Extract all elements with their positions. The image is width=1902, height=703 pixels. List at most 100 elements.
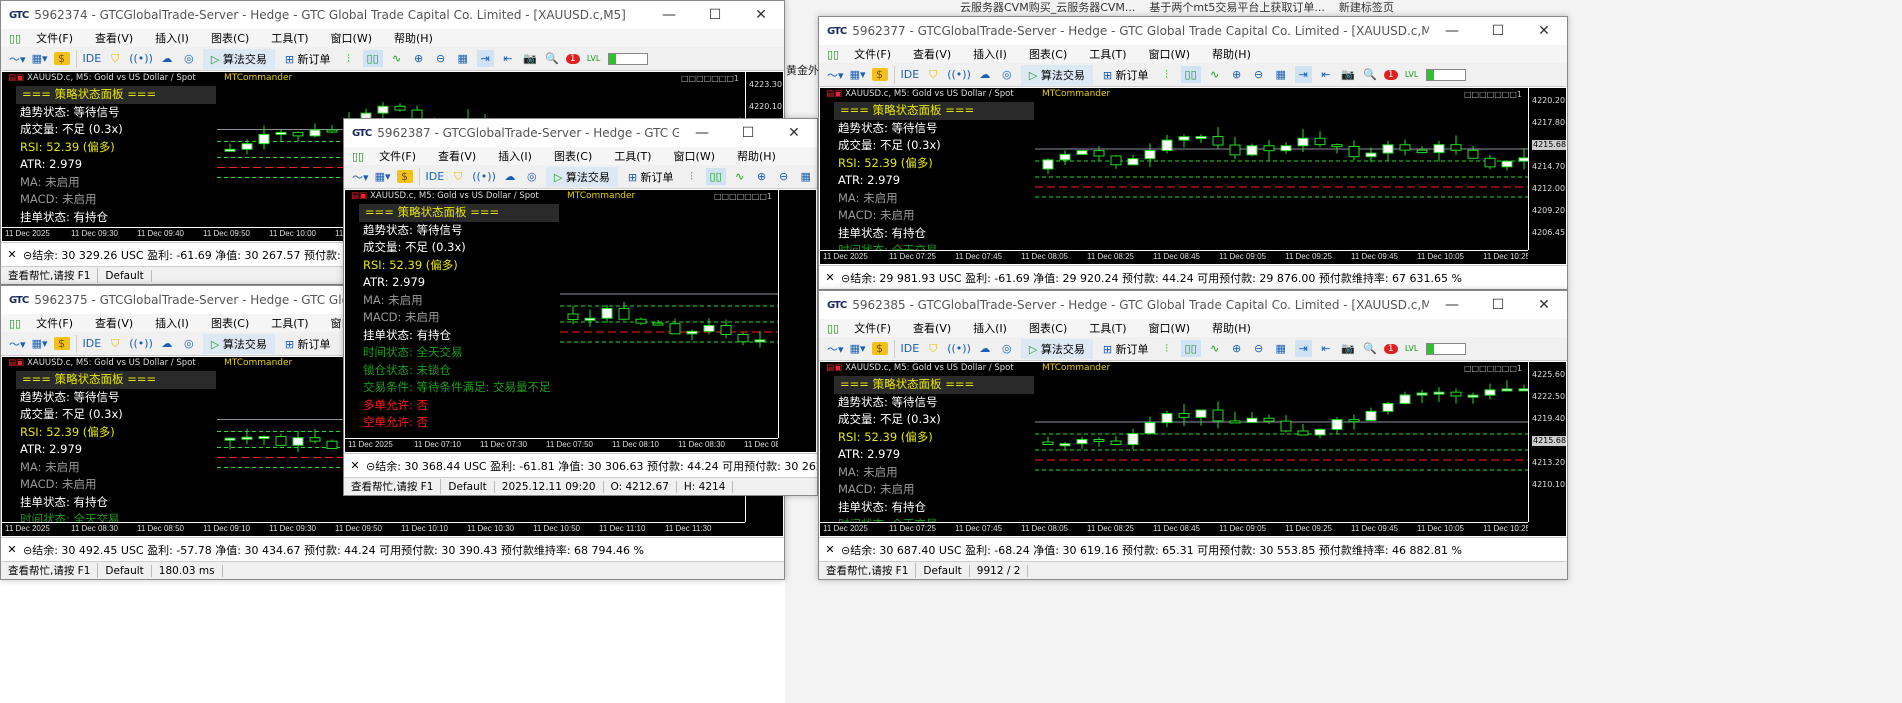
menu-item[interactable]: 查看(V) <box>913 322 952 335</box>
new-order-button[interactable]: ⊞ 新订单 <box>281 49 335 69</box>
minimize-button[interactable]: — <box>662 7 676 23</box>
signals-icon[interactable]: ((•)) <box>129 52 153 65</box>
menu-item[interactable]: 工具(T) <box>1089 48 1127 61</box>
close-button[interactable]: ✕ <box>788 125 800 141</box>
bar-chart-icon[interactable]: ⫶ <box>1165 67 1168 81</box>
menu-item[interactable]: 图表(C) <box>1028 322 1068 335</box>
menu-item[interactable]: 帮助(H) <box>737 150 776 163</box>
menu-item[interactable]: 查看(V) <box>95 317 134 330</box>
menu-item[interactable]: 窗口(W) <box>1148 322 1191 335</box>
ide-button[interactable]: IDE <box>900 68 920 81</box>
zoom-in-icon[interactable]: ⊕ <box>414 52 424 65</box>
vps-icon[interactable]: ◎ <box>1002 342 1012 355</box>
title-bar[interactable]: GTC 5962385 - GTCGlobalTrade-Server - He… <box>819 291 1567 319</box>
candlestick-icon[interactable]: ▯▯ <box>362 50 383 67</box>
algo-trading-button[interactable]: ▷ 算法交易 <box>202 48 275 69</box>
new-order-button[interactable]: ⊞ 新订单 <box>281 334 335 354</box>
notifications-badge[interactable]: 1 <box>565 53 580 64</box>
browser-tab[interactable]: 基于两个mt5交易平台上获取订单... <box>1149 1 1325 14</box>
autoscroll-icon[interactable]: ⇥ <box>1294 66 1312 83</box>
market-bag-icon[interactable]: ⛉ <box>929 341 938 355</box>
line-chart-icon[interactable]: 〜▾ <box>9 52 26 66</box>
maximize-button[interactable]: ☐ <box>708 7 722 23</box>
screenshot-icon[interactable]: 📷 <box>1341 68 1355 81</box>
zoom-out-icon[interactable]: ⊖ <box>1254 342 1264 355</box>
cloud-icon[interactable]: ☁ <box>161 337 173 350</box>
menu-item[interactable]: 插入(I) <box>498 150 532 163</box>
line-icon[interactable]: ∿ <box>735 170 745 183</box>
market-bag-icon[interactable]: ⛉ <box>454 169 463 183</box>
menu-item[interactable]: 窗口(W) <box>673 150 716 163</box>
zoom-out-icon[interactable]: ⊖ <box>436 52 446 65</box>
line-chart-icon[interactable]: 〜▾ <box>352 170 369 184</box>
cloud-icon[interactable]: ☁ <box>161 52 173 65</box>
menu-item[interactable]: 工具(T) <box>1089 322 1127 335</box>
menu-item[interactable]: 图表(C) <box>1028 48 1068 61</box>
zoom-in-icon[interactable]: ⊕ <box>757 170 767 183</box>
autoscroll-icon[interactable]: ⇥ <box>1294 340 1312 357</box>
menu-item[interactable]: 文件(F) <box>379 150 417 163</box>
close-toolbox-icon[interactable]: ✕ <box>7 248 17 261</box>
maximize-button[interactable]: ☐ <box>741 125 755 141</box>
screenshot-icon[interactable]: 📷 <box>1341 342 1355 355</box>
dollar-icon[interactable]: $ <box>871 68 888 81</box>
vps-icon[interactable]: ◎ <box>184 337 194 350</box>
search-icon[interactable]: 🔍 <box>1363 342 1377 355</box>
menu-item[interactable]: 帮助(H) <box>1212 322 1251 335</box>
price-chart[interactable]: ▤▣ XAUUSD.c, M5: Gold vs US Dollar / Spot… <box>819 87 1567 265</box>
line-chart-icon[interactable]: 〜▾ <box>9 337 26 351</box>
market-bag-icon[interactable]: ⛉ <box>929 67 938 81</box>
close-toolbox-icon[interactable]: ✕ <box>350 459 360 472</box>
algo-trading-button[interactable]: ▷ 算法交易 <box>202 333 275 354</box>
vps-icon[interactable]: ◎ <box>1002 68 1012 81</box>
notifications-badge[interactable]: 1 <box>1383 69 1398 80</box>
cloud-icon[interactable]: ☁ <box>504 170 516 183</box>
cloud-icon[interactable]: ☁ <box>979 342 991 355</box>
vps-icon[interactable]: ◎ <box>184 52 194 65</box>
ide-button[interactable]: IDE <box>82 337 102 350</box>
menu-item[interactable]: 插入(I) <box>155 32 189 45</box>
dollar-icon[interactable]: $ <box>53 337 70 350</box>
menu-item[interactable]: 工具(T) <box>614 150 652 163</box>
ide-button[interactable]: IDE <box>900 342 920 355</box>
close-button[interactable]: ✕ <box>1538 297 1550 313</box>
menu-item[interactable]: 图表(C) <box>210 317 250 330</box>
menu-item[interactable]: 帮助(H) <box>1212 48 1251 61</box>
zoom-out-icon[interactable]: ⊖ <box>1254 68 1264 81</box>
indicators-icon[interactable]: ▦▾ <box>849 342 866 355</box>
menu-item[interactable]: 插入(I) <box>155 317 189 330</box>
grid-icon[interactable]: ▦ <box>1275 68 1286 81</box>
menu-item[interactable]: 窗口(W) <box>330 32 373 45</box>
minimize-button[interactable]: — <box>695 125 709 141</box>
price-chart[interactable]: ▤▣ XAUUSD.c, M5: Gold vs US Dollar / Spot… <box>819 361 1567 537</box>
cloud-icon[interactable]: ☁ <box>979 68 991 81</box>
market-bag-icon[interactable]: ⛉ <box>111 336 120 350</box>
search-icon[interactable]: 🔍 <box>1363 68 1377 81</box>
menu-item[interactable]: 查看(V) <box>913 48 952 61</box>
menu-item[interactable]: 查看(V) <box>438 150 477 163</box>
screenshot-icon[interactable]: 📷 <box>523 52 537 65</box>
indicators-icon[interactable]: ▦▾ <box>849 68 866 81</box>
menu-item[interactable]: 帮助(H) <box>394 32 433 45</box>
close-button[interactable]: ✕ <box>1538 23 1550 39</box>
menu-item[interactable]: 图表(C) <box>210 32 250 45</box>
candlestick-icon[interactable]: ▯▯ <box>1180 340 1201 357</box>
autoscroll-icon[interactable]: ⇥ <box>476 50 494 67</box>
line-chart-icon[interactable]: 〜▾ <box>827 342 844 356</box>
chart-shift-icon[interactable]: ⇤ <box>503 52 513 65</box>
title-bar[interactable]: GTC 5962377 - GTCGlobalTrade-Server - He… <box>819 17 1567 45</box>
line-icon[interactable]: ∿ <box>1210 68 1220 81</box>
price-chart[interactable]: ▤▣ XAUUSD.c, M5: Gold vs US Dollar / Spot… <box>344 189 817 453</box>
signals-icon[interactable]: ((•)) <box>947 68 971 81</box>
menu-item[interactable]: 工具(T) <box>271 317 309 330</box>
ide-button[interactable]: IDE <box>82 52 102 65</box>
indicators-icon[interactable]: ▦▾ <box>374 170 391 183</box>
title-bar[interactable]: GTC 5962374 - GTCGlobalTrade-Server - He… <box>1 1 784 29</box>
candlestick-icon[interactable]: ▯▯ <box>705 168 726 185</box>
signals-icon[interactable]: ((•)) <box>129 337 153 350</box>
bar-chart-icon[interactable]: ⫶ <box>347 51 350 65</box>
zoom-out-icon[interactable]: ⊖ <box>779 170 789 183</box>
menu-item[interactable]: 文件(F) <box>854 322 892 335</box>
menu-item[interactable]: 工具(T) <box>271 32 309 45</box>
grid-icon[interactable]: ▦ <box>457 52 468 65</box>
